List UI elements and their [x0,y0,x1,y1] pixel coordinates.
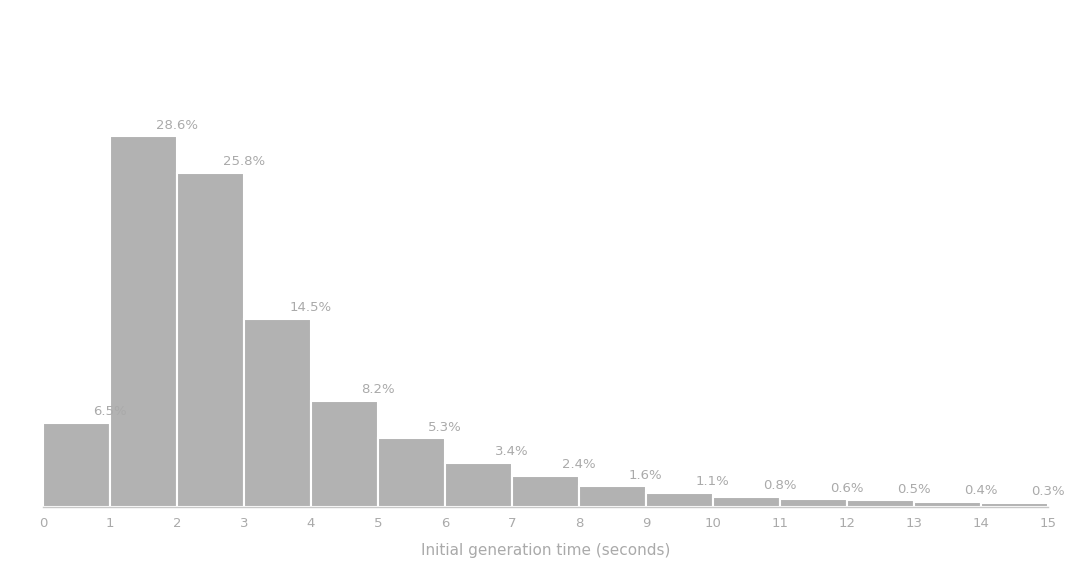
Text: 1.1%: 1.1% [696,475,730,488]
Bar [244,319,311,507]
Text: 5.3%: 5.3% [428,420,462,434]
Text: 14.5%: 14.5% [289,301,333,314]
Bar [177,173,244,507]
Text: 6.5%: 6.5% [93,405,127,418]
Bar [847,501,914,507]
Bar [713,497,780,507]
Text: 3.4%: 3.4% [495,445,529,458]
Bar [780,499,847,507]
Bar [914,502,981,507]
Bar [981,503,1048,507]
Bar [646,492,713,507]
Text: 0.8%: 0.8% [762,479,797,492]
Text: 0.3%: 0.3% [1030,486,1065,498]
Bar [378,438,445,507]
Bar [311,401,378,507]
Text: 0.4%: 0.4% [963,484,998,497]
Text: 2.4%: 2.4% [562,458,596,471]
X-axis label: Initial generation time (seconds): Initial generation time (seconds) [421,544,670,559]
Bar [43,423,110,507]
Text: 28.6%: 28.6% [157,119,198,132]
Bar [110,136,177,507]
Text: 25.8%: 25.8% [222,155,266,168]
Text: 0.6%: 0.6% [829,482,864,495]
Bar [579,486,646,507]
Bar [512,476,579,507]
Bar [445,463,512,507]
Text: 8.2%: 8.2% [361,383,395,396]
Text: 0.5%: 0.5% [896,483,931,496]
Text: 1.6%: 1.6% [629,469,663,482]
